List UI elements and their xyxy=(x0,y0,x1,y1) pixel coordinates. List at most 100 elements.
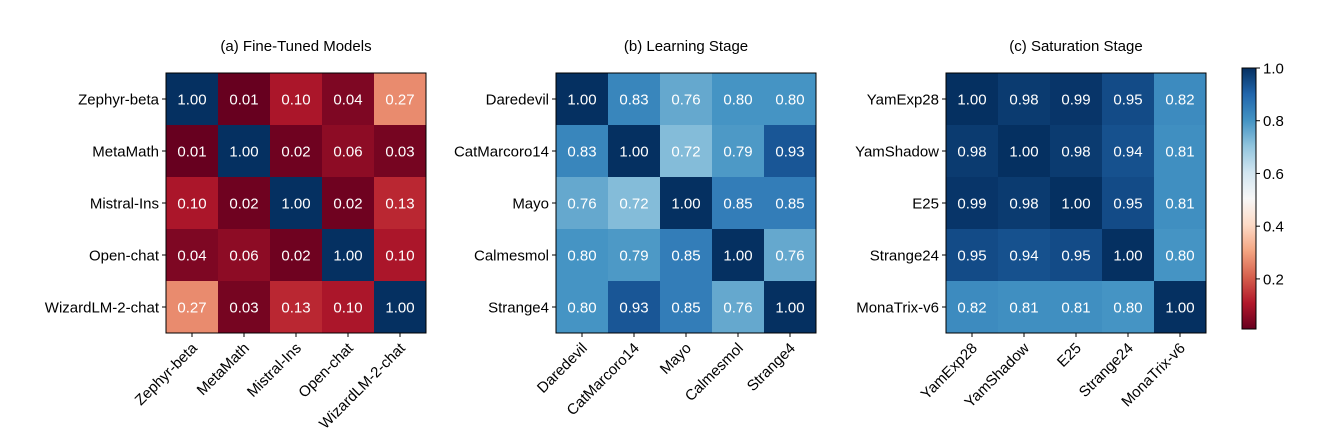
heatmap-cell xyxy=(1154,229,1206,281)
cell-value-label: 1.00 xyxy=(1061,196,1090,213)
cell-value-label: 0.80 xyxy=(775,92,804,109)
heatmap-cell xyxy=(270,229,322,281)
panel-title: (b) Learning Stage xyxy=(624,38,748,55)
cell-value-label: 0.98 xyxy=(1009,92,1038,109)
cell-value-label: 1.00 xyxy=(775,300,804,317)
heatmap-cell xyxy=(1102,229,1154,281)
heatmap-cell xyxy=(270,73,322,125)
heatmap-cell xyxy=(1050,281,1102,333)
cell-value-label: 0.85 xyxy=(671,300,700,317)
cell-value-label: 0.80 xyxy=(1113,300,1142,317)
cell-value-label: 0.06 xyxy=(333,144,362,161)
cell-value-label: 1.00 xyxy=(567,92,596,109)
cell-value-label: 0.93 xyxy=(619,300,648,317)
cell-value-label: 0.81 xyxy=(1165,144,1194,161)
cell-value-label: 0.95 xyxy=(1061,248,1090,265)
cell-value-label: 0.06 xyxy=(229,248,258,265)
cell-value-label: 1.00 xyxy=(1009,144,1038,161)
cell-value-label: 0.01 xyxy=(177,144,206,161)
heatmap-cell xyxy=(1050,73,1102,125)
y-tick-label: WizardLM-2-chat xyxy=(45,300,160,317)
x-tick-label: Mayo xyxy=(657,340,695,378)
heatmap-cell xyxy=(1102,281,1154,333)
cell-value-label: 0.98 xyxy=(1009,196,1038,213)
heatmap-cell xyxy=(946,125,998,177)
cell-value-label: 1.00 xyxy=(1165,300,1194,317)
cell-value-label: 0.83 xyxy=(567,144,596,161)
heatmap-cell xyxy=(712,281,764,333)
cell-value-label: 0.10 xyxy=(281,92,310,109)
heatmap-cell xyxy=(374,73,426,125)
cell-value-label: 0.72 xyxy=(619,196,648,213)
heatmap-cell xyxy=(1154,73,1206,125)
heatmap-cell xyxy=(218,281,270,333)
cell-value-label: 1.00 xyxy=(385,300,414,317)
cell-value-label: 0.81 xyxy=(1009,300,1038,317)
cell-value-label: 0.13 xyxy=(385,196,414,213)
y-tick-label: Calmesmol xyxy=(474,248,549,265)
cell-value-label: 1.00 xyxy=(957,92,986,109)
y-tick-label: MetaMath xyxy=(92,144,159,161)
cell-value-label: 0.02 xyxy=(333,196,362,213)
heatmap-cell xyxy=(946,229,998,281)
heatmap-cell xyxy=(556,229,608,281)
cell-value-label: 0.85 xyxy=(723,196,752,213)
cell-value-label: 0.83 xyxy=(619,92,648,109)
cell-value-label: 0.80 xyxy=(567,248,596,265)
heatmap-cell xyxy=(998,229,1050,281)
cell-value-label: 0.98 xyxy=(1061,144,1090,161)
heatmap-cell xyxy=(270,177,322,229)
heatmap-cell xyxy=(1102,177,1154,229)
cell-value-label: 0.02 xyxy=(229,196,258,213)
heatmap-cell xyxy=(322,229,374,281)
heatmap-cell xyxy=(1154,281,1206,333)
heatmap-cell xyxy=(660,229,712,281)
cell-value-label: 0.03 xyxy=(229,300,258,317)
heatmap-cell xyxy=(946,177,998,229)
cell-value-label: 1.00 xyxy=(1113,248,1142,265)
heatmap-cell xyxy=(322,281,374,333)
heatmap-cell xyxy=(556,73,608,125)
y-tick-label: Open-chat xyxy=(89,248,160,265)
heatmap-cell xyxy=(660,73,712,125)
heatmap-cell xyxy=(946,73,998,125)
heatmap-cell xyxy=(322,125,374,177)
x-tick-label: Mistral-Ins xyxy=(244,340,305,401)
cell-value-label: 0.85 xyxy=(775,196,804,213)
heatmap-cell xyxy=(1050,125,1102,177)
heatmap-cell xyxy=(764,73,816,125)
y-tick-label: YamExp28 xyxy=(867,92,939,109)
colorbar-tick-label: 0.8 xyxy=(1263,113,1284,130)
panel-title: (a) Fine-Tuned Models xyxy=(220,38,371,55)
heatmap-cell xyxy=(166,73,218,125)
heatmap-cell xyxy=(166,125,218,177)
cell-value-label: 0.02 xyxy=(281,144,310,161)
cell-value-label: 0.76 xyxy=(723,300,752,317)
cell-value-label: 0.76 xyxy=(567,196,596,213)
heatmap-cell xyxy=(374,229,426,281)
colorbar-tick-label: 0.4 xyxy=(1263,219,1284,236)
cell-value-label: 0.79 xyxy=(723,144,752,161)
heatmap-cell xyxy=(218,73,270,125)
colorbar-tick-label: 1.0 xyxy=(1263,61,1284,78)
heatmap-cell xyxy=(998,125,1050,177)
heatmap-cell xyxy=(712,125,764,177)
heatmap-cell xyxy=(712,229,764,281)
cell-value-label: 0.10 xyxy=(385,248,414,265)
heatmap-cell xyxy=(322,177,374,229)
heatmap-cell xyxy=(556,281,608,333)
cell-value-label: 0.80 xyxy=(567,300,596,317)
cell-value-label: 0.99 xyxy=(1061,92,1090,109)
cell-value-label: 0.03 xyxy=(385,144,414,161)
cell-value-label: 0.94 xyxy=(1009,248,1038,265)
heatmap-panel-1: (a) Fine-Tuned Models 1.00 0.01 0.10 0.04 0.2… xyxy=(45,38,427,433)
cell-value-label: 0.10 xyxy=(333,300,362,317)
heatmap-cell xyxy=(946,281,998,333)
heatmap-cell xyxy=(1050,229,1102,281)
heatmap-cell xyxy=(712,73,764,125)
heatmap-cell xyxy=(712,177,764,229)
colorbar-tick-label: 0.6 xyxy=(1263,166,1284,183)
heatmap-cell xyxy=(166,177,218,229)
heatmap-cell xyxy=(218,125,270,177)
cell-value-label: 0.95 xyxy=(1113,92,1142,109)
